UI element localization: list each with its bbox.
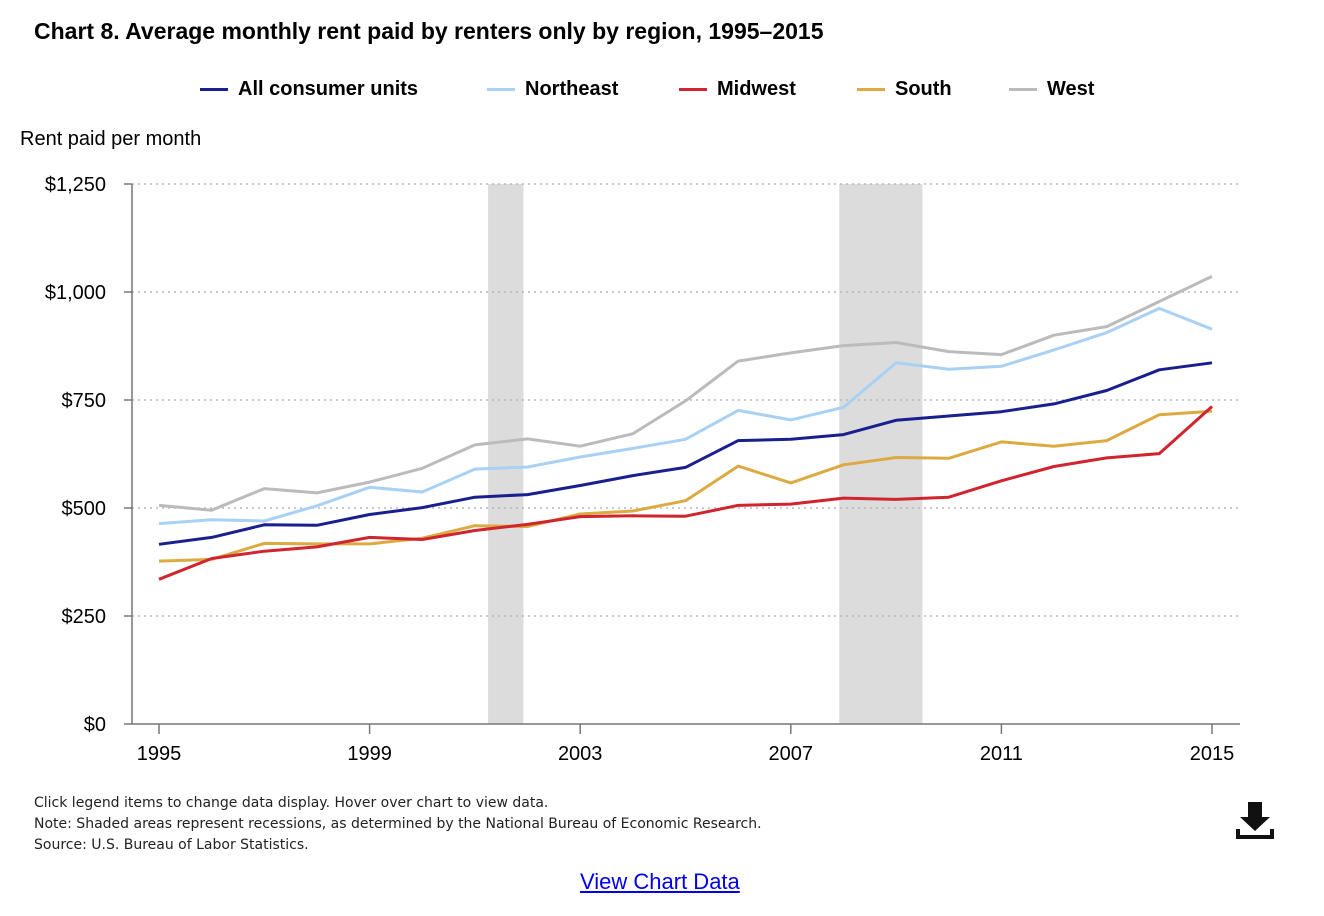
x-tick-label: 2003 xyxy=(558,743,603,765)
y-axis-label: Rent paid per month xyxy=(20,128,202,150)
chart-title: Chart 8. Average monthly rent paid by re… xyxy=(34,18,824,44)
legend-label: South xyxy=(895,78,952,100)
series-line-northeast xyxy=(158,306,1213,526)
chart-legend: All consumer units Northeast Midwest Sou… xyxy=(0,78,1324,108)
series-line-all-consumer-units xyxy=(158,361,1213,546)
x-tick-label: 1999 xyxy=(347,743,392,765)
legend-item-south[interactable]: South xyxy=(857,78,952,101)
y-tick-label: $1,250 xyxy=(45,174,106,196)
legend-swatch xyxy=(487,88,515,91)
x-tick-label: 2015 xyxy=(1190,743,1235,765)
line-chart[interactable]: $0 $250 $500 $750 $1,000 $1,250 1995 1999 2003 20… xyxy=(0,160,1324,780)
legend-swatch xyxy=(1009,88,1037,91)
y-tick-label: $750 xyxy=(62,390,107,412)
legend-item-all-consumer-units[interactable]: All consumer units xyxy=(200,78,418,101)
y-tick-label: $1,000 xyxy=(45,282,106,304)
legend-item-west[interactable]: West xyxy=(1009,78,1094,101)
legend-item-midwest[interactable]: Midwest xyxy=(679,78,796,101)
legend-swatch xyxy=(200,88,228,91)
legend-label: All consumer units xyxy=(238,78,419,100)
note-instructions: Click legend items to change data displa… xyxy=(34,795,549,811)
download-icon[interactable] xyxy=(1236,800,1274,840)
recession-band xyxy=(488,184,524,724)
y-tick-label: $500 xyxy=(62,498,107,520)
series-line-west xyxy=(158,275,1213,512)
legend-item-northeast[interactable]: Northeast xyxy=(487,78,618,101)
legend-swatch xyxy=(679,88,707,91)
legend-label: Midwest xyxy=(717,78,796,100)
x-tick-label: 2007 xyxy=(769,743,814,765)
legend-label: Northeast xyxy=(525,78,619,100)
chart-notes: Click legend items to change data displa… xyxy=(34,793,762,856)
view-chart-data-link[interactable]: View Chart Data xyxy=(580,869,740,894)
y-tick-label: $250 xyxy=(62,606,107,628)
x-tick-label: 1995 xyxy=(137,743,182,765)
note-source: Source: U.S. Bureau of Labor Statistics. xyxy=(34,837,309,853)
x-tick-label: 2011 xyxy=(980,743,1023,765)
series-line-south xyxy=(158,409,1213,563)
series-line-midwest xyxy=(158,405,1213,581)
y-tick-label: $0 xyxy=(84,714,106,736)
note-recessions: Note: Shaded areas represent recessions,… xyxy=(34,816,762,832)
legend-swatch xyxy=(857,88,885,91)
legend-label: West xyxy=(1047,78,1095,100)
recession-band xyxy=(839,184,923,724)
